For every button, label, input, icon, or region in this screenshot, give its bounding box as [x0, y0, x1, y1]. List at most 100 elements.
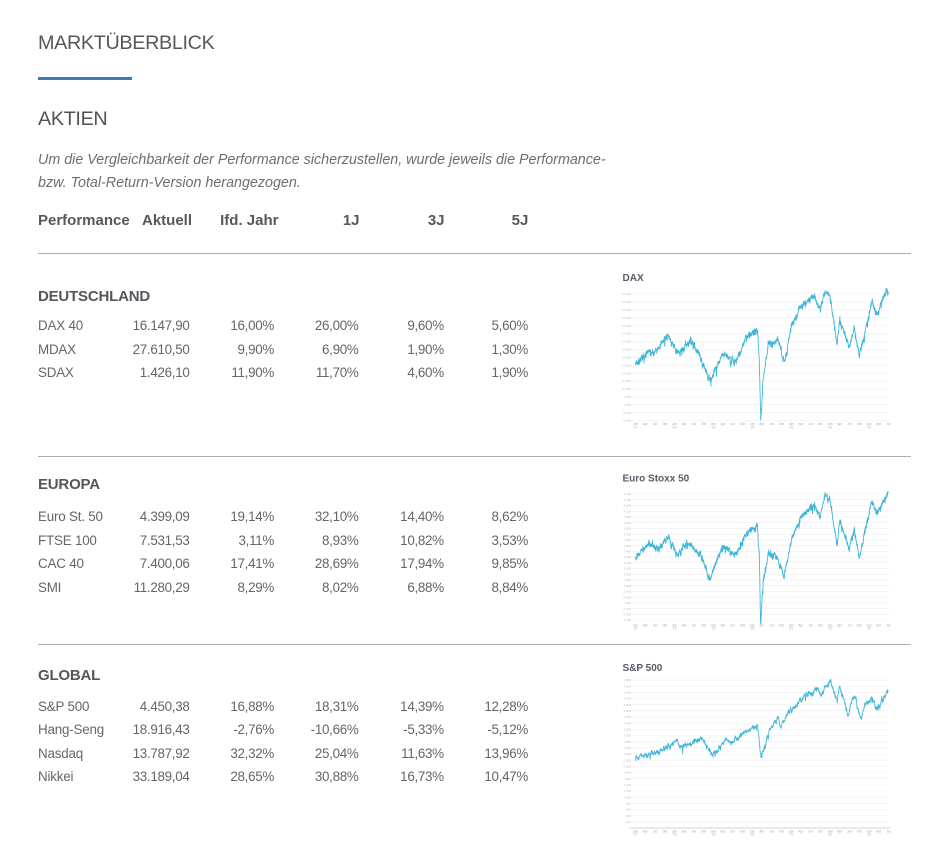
svg-text:Apr: Apr — [643, 624, 649, 628]
svg-text:1.000: 1.000 — [623, 795, 631, 799]
svg-text:'17: '17 — [633, 627, 637, 631]
svg-text:Jan: Jan — [789, 624, 794, 628]
svg-text:'19: '19 — [711, 425, 715, 429]
svg-text:13.000: 13.000 — [622, 340, 632, 344]
svg-text:3.100: 3.100 — [623, 567, 631, 571]
svg-text:14.000: 14.000 — [622, 324, 632, 328]
svg-text:Jan: Jan — [633, 830, 638, 834]
svg-text:Okt: Okt — [779, 830, 784, 834]
svg-text:Okt: Okt — [857, 422, 862, 426]
svg-text:Okt: Okt — [701, 830, 706, 834]
svg-text:4.600: 4.600 — [623, 684, 631, 688]
svg-text:15.500: 15.500 — [622, 300, 632, 304]
svg-text:2.500: 2.500 — [623, 601, 631, 605]
svg-text:3.300: 3.300 — [623, 555, 631, 559]
svg-text:Jul: Jul — [808, 422, 812, 426]
svg-text:Apr: Apr — [837, 830, 843, 834]
svg-text:Okt: Okt — [779, 422, 784, 426]
svg-text:Jul: Jul — [653, 624, 657, 628]
svg-text:Jul: Jul — [886, 624, 890, 628]
svg-text:Okt: Okt — [662, 422, 667, 426]
svg-text:Apr: Apr — [682, 422, 688, 426]
svg-text:4.100: 4.100 — [623, 509, 631, 513]
svg-text:Jul: Jul — [847, 422, 851, 426]
svg-text:Jan: Jan — [827, 830, 832, 834]
svg-text:DAX: DAX — [623, 273, 644, 284]
svg-text:'19: '19 — [711, 627, 715, 631]
svg-text:Okt: Okt — [740, 830, 745, 834]
svg-text:Jul: Jul — [886, 830, 890, 834]
svg-text:Jul: Jul — [653, 422, 657, 426]
svg-text:3.000: 3.000 — [623, 734, 631, 738]
svg-text:Okt: Okt — [857, 830, 862, 834]
svg-text:2.700: 2.700 — [623, 590, 631, 594]
svg-text:1.200: 1.200 — [623, 789, 631, 793]
svg-text:Apr: Apr — [876, 830, 882, 834]
svg-text:3.700: 3.700 — [623, 532, 631, 536]
svg-text:Apr: Apr — [721, 624, 727, 628]
svg-text:8.500: 8.500 — [623, 411, 631, 415]
svg-text:Apr: Apr — [759, 422, 765, 426]
svg-text:Apr: Apr — [876, 624, 882, 628]
svg-text:'17: '17 — [633, 833, 637, 837]
svg-text:'18: '18 — [672, 425, 676, 429]
svg-text:Jan: Jan — [672, 624, 677, 628]
svg-text:3.400: 3.400 — [623, 721, 631, 725]
svg-text:0: 0 — [629, 826, 631, 830]
svg-text:Jan: Jan — [672, 830, 677, 834]
svg-text:3.200: 3.200 — [623, 728, 631, 732]
svg-text:Jul: Jul — [731, 422, 735, 426]
svg-text:11.500: 11.500 — [622, 363, 631, 367]
svg-text:4.300: 4.300 — [623, 498, 631, 502]
svg-text:'21: '21 — [789, 833, 793, 837]
svg-text:Apr: Apr — [682, 624, 688, 628]
svg-text:'21: '21 — [789, 627, 793, 631]
svg-text:Jan: Jan — [866, 830, 871, 834]
svg-text:Apr: Apr — [837, 624, 843, 628]
svg-text:15.000: 15.000 — [622, 308, 632, 312]
svg-text:4.400: 4.400 — [623, 691, 631, 695]
svg-text:2.800: 2.800 — [623, 584, 631, 588]
svg-text:Jan: Jan — [827, 624, 832, 628]
svg-text:2.900: 2.900 — [623, 578, 631, 582]
svg-text:'18: '18 — [672, 627, 676, 631]
svg-text:Jul: Jul — [886, 422, 890, 426]
svg-text:Okt: Okt — [701, 422, 706, 426]
svg-text:Okt: Okt — [740, 624, 745, 628]
svg-text:Apr: Apr — [759, 830, 765, 834]
svg-text:3.600: 3.600 — [623, 715, 631, 719]
svg-text:Apr: Apr — [721, 830, 727, 834]
svg-text:2.200: 2.200 — [623, 618, 631, 622]
svg-text:Jul: Jul — [770, 624, 774, 628]
svg-text:2.600: 2.600 — [623, 746, 631, 750]
svg-text:Apr: Apr — [682, 830, 688, 834]
svg-text:3.200: 3.200 — [623, 561, 631, 565]
svg-text:Okt: Okt — [662, 830, 667, 834]
svg-text:3.800: 3.800 — [623, 527, 631, 531]
svg-text:'23: '23 — [867, 425, 871, 429]
svg-text:Jan: Jan — [827, 422, 832, 426]
svg-text:Jan: Jan — [750, 422, 755, 426]
svg-text:2.800: 2.800 — [623, 740, 631, 744]
svg-text:Apr: Apr — [798, 422, 804, 426]
svg-text:12.000: 12.000 — [622, 355, 632, 359]
svg-text:'20: '20 — [750, 425, 754, 429]
svg-text:Jan: Jan — [789, 422, 794, 426]
svg-text:3.600: 3.600 — [623, 538, 631, 542]
svg-text:3.000: 3.000 — [623, 572, 631, 576]
svg-text:4.200: 4.200 — [623, 697, 631, 701]
svg-text:'19: '19 — [711, 833, 715, 837]
svg-text:11.000: 11.000 — [622, 371, 631, 375]
svg-text:'23: '23 — [867, 833, 871, 837]
svg-text:Jul: Jul — [770, 422, 774, 426]
svg-text:Jan: Jan — [672, 422, 677, 426]
svg-text:Jan: Jan — [711, 422, 716, 426]
svg-text:1.400: 1.400 — [623, 783, 631, 787]
svg-text:Jul: Jul — [731, 830, 735, 834]
svg-text:'18: '18 — [672, 833, 676, 837]
svg-text:600: 600 — [626, 808, 631, 812]
svg-text:Jan: Jan — [633, 422, 638, 426]
svg-text:Jan: Jan — [633, 624, 638, 628]
svg-text:800: 800 — [626, 802, 631, 806]
svg-text:8.000: 8.000 — [623, 419, 631, 423]
